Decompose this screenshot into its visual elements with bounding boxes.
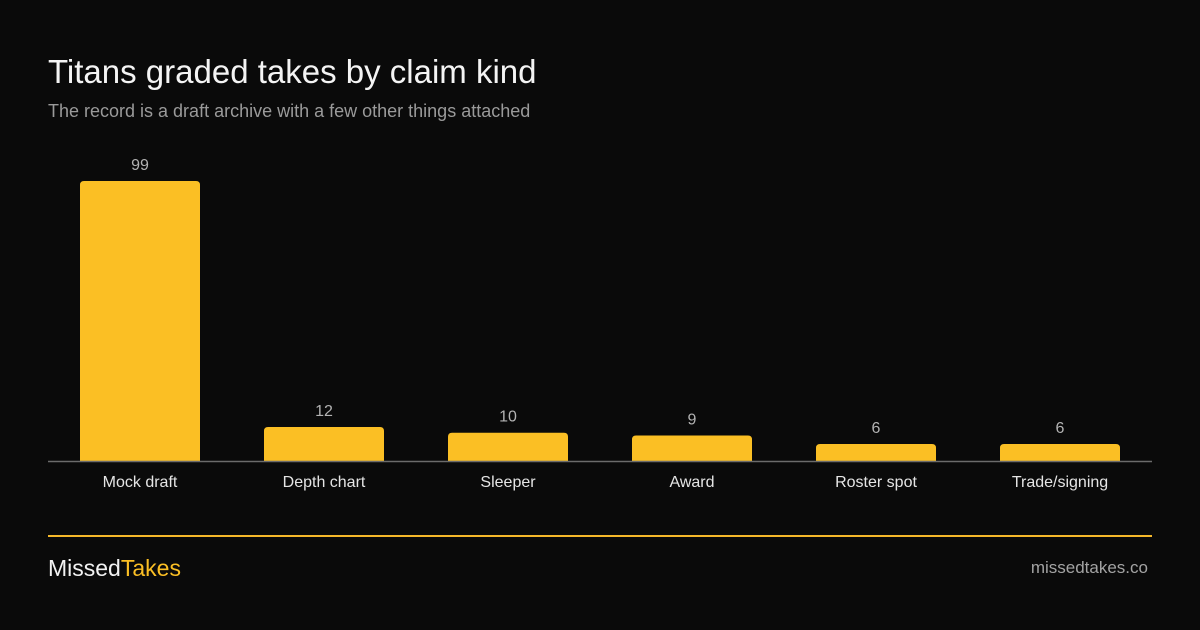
- bar-award: [632, 435, 752, 461]
- data-label: 6: [1056, 420, 1065, 437]
- bar-depth-chart: [264, 427, 384, 461]
- bar-trade-signing: [1000, 444, 1120, 461]
- brand-name-part2: Takes: [120, 555, 181, 581]
- data-label: 10: [499, 409, 517, 426]
- x-tick-label: Sleeper: [480, 474, 536, 491]
- footer-divider: [48, 535, 1152, 537]
- data-label: 6: [872, 420, 881, 437]
- bar-roster-spot: [816, 444, 936, 461]
- brand-logo: MissedTakes: [48, 554, 181, 582]
- data-label: 99: [131, 157, 149, 174]
- bar-mock-draft: [80, 181, 200, 461]
- x-tick-label: Award: [669, 474, 714, 491]
- chart-title: Titans graded takes by claim kind: [48, 53, 537, 90]
- x-tick-label: Trade/signing: [1012, 474, 1108, 491]
- site-url: missedtakes.co: [1030, 558, 1148, 577]
- data-label: 9: [688, 412, 697, 429]
- bar-sleeper: [448, 432, 568, 461]
- x-tick-label: Roster spot: [835, 474, 917, 491]
- data-label: 12: [315, 403, 333, 420]
- x-tick-label: Mock draft: [103, 474, 178, 491]
- chart-subtitle: The record is a draft archive with a few…: [48, 101, 531, 121]
- x-tick-label: Depth chart: [283, 474, 366, 491]
- brand-name-part1: Missed: [48, 555, 121, 581]
